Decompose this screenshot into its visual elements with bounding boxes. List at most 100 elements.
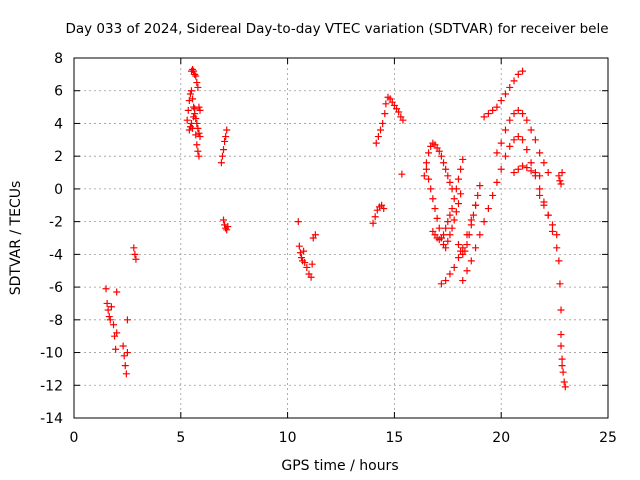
data-point: [519, 67, 527, 75]
data-point: [510, 136, 518, 144]
data-point: [446, 211, 454, 219]
data-point: [548, 227, 556, 235]
data-point: [510, 110, 518, 118]
data-point: [448, 205, 456, 213]
data-point: [536, 185, 544, 193]
data-point: [461, 247, 469, 255]
data-point: [435, 224, 443, 232]
data-point: [122, 370, 130, 378]
y-tick-label: -8: [49, 313, 63, 329]
y-tick-label: 2: [54, 149, 63, 165]
data-point: [221, 137, 229, 145]
data-point: [527, 159, 535, 167]
x-tick-label: 0: [70, 430, 79, 446]
data-point: [123, 349, 131, 357]
data-point: [217, 159, 225, 167]
data-point: [557, 306, 565, 314]
data-point: [559, 368, 567, 376]
data-point: [480, 113, 488, 121]
data-point: [442, 224, 450, 232]
data-point: [446, 178, 454, 186]
y-tick-label: 8: [54, 51, 63, 67]
data-point: [183, 116, 191, 124]
data-point: [195, 129, 203, 137]
data-point: [452, 208, 460, 216]
data-point: [223, 126, 231, 134]
data-point: [185, 97, 193, 105]
data-point: [311, 231, 319, 239]
data-point: [493, 103, 501, 111]
data-point: [454, 200, 462, 208]
data-point: [435, 147, 443, 155]
data-point: [457, 165, 465, 173]
data-point: [484, 110, 492, 118]
data-point: [131, 250, 139, 258]
data-point: [191, 70, 199, 78]
data-point: [561, 383, 569, 391]
data-point: [544, 211, 552, 219]
data-point: [557, 180, 565, 188]
data-point: [429, 195, 437, 203]
data-point: [113, 288, 121, 296]
data-point: [555, 172, 563, 180]
chart-title: Day 033 of 2024, Sidereal Day-to-day VTE…: [65, 21, 608, 37]
scatter-points: [102, 65, 569, 391]
x-tick-label: 20: [492, 430, 510, 446]
data-point: [442, 244, 450, 252]
data-point: [536, 172, 544, 180]
data-point: [489, 191, 497, 199]
data-point: [422, 159, 430, 167]
data-point: [527, 167, 535, 175]
data-point: [221, 221, 229, 229]
data-point: [381, 110, 389, 118]
x-axis-label: GPS time / hours: [281, 458, 398, 474]
data-point: [444, 237, 452, 245]
y-tick-label: -12: [40, 378, 63, 394]
data-point: [224, 223, 232, 231]
data-point: [184, 106, 192, 114]
data-point: [523, 146, 531, 154]
data-point: [190, 103, 198, 111]
data-point: [422, 165, 430, 173]
data-point: [103, 299, 111, 307]
data-point: [374, 133, 382, 141]
data-point: [556, 177, 564, 185]
data-point: [193, 119, 201, 127]
data-point: [463, 241, 471, 249]
data-point: [194, 124, 202, 132]
data-point: [218, 152, 226, 160]
data-point: [454, 175, 462, 183]
data-point: [519, 162, 527, 170]
data-point: [450, 195, 458, 203]
data-point: [112, 345, 120, 353]
data-point: [425, 175, 433, 183]
data-point: [457, 190, 465, 198]
data-point: [442, 165, 450, 173]
data-point: [465, 231, 473, 239]
y-tick-label: -4: [49, 247, 63, 263]
data-point: [459, 277, 467, 285]
data-point: [120, 352, 128, 360]
data-point: [514, 133, 522, 141]
data-point: [553, 244, 561, 252]
data-point: [196, 106, 204, 114]
data-point: [105, 313, 113, 321]
data-point: [444, 172, 452, 180]
data-point: [192, 72, 200, 80]
y-tick-label: 0: [54, 182, 63, 198]
data-point: [440, 159, 448, 167]
data-point: [556, 280, 564, 288]
data-point: [192, 115, 200, 123]
data-point: [194, 147, 202, 155]
data-point: [395, 108, 403, 116]
data-point: [380, 205, 388, 213]
data-point: [558, 169, 566, 177]
data-point: [437, 280, 445, 288]
data-point: [220, 216, 228, 224]
y-axis-ticks: -14 -12 -10 -8 -6 -4 -2 0 2 4 6 8: [40, 51, 608, 427]
data-point: [420, 172, 428, 180]
data-point: [123, 316, 131, 324]
y-tick-label: -6: [49, 280, 63, 296]
data-point: [194, 83, 202, 91]
data-point: [493, 149, 501, 157]
